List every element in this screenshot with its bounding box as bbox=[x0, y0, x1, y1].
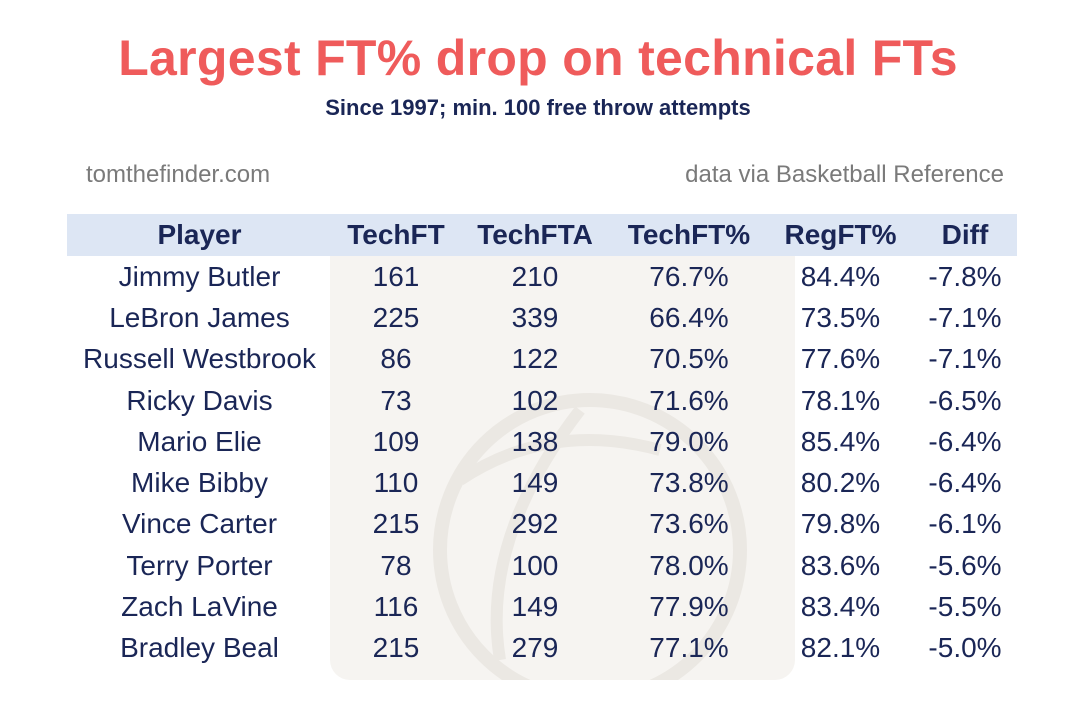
cell-diff: -6.4% bbox=[928, 425, 1002, 457]
cell-regft-pct: 83.4% bbox=[800, 591, 881, 623]
cell-techfta: 279 bbox=[511, 632, 559, 664]
table-row: Russell Westbrook 86 122 70.5% 77.6% -7.… bbox=[67, 339, 1017, 380]
source-text: data via Basketball Reference bbox=[685, 161, 1004, 188]
cell-player: Mike Bibby bbox=[131, 467, 268, 499]
cell-regft-pct: 79.8% bbox=[800, 508, 881, 540]
cell-regft-pct: 78.1% bbox=[800, 384, 881, 416]
header-techft: TechFT bbox=[332, 214, 460, 256]
cell-techft: 161 bbox=[372, 260, 420, 292]
cell-techft-pct: 73.6% bbox=[649, 508, 729, 540]
cell-player: Zach LaVine bbox=[121, 591, 278, 623]
cell-diff: -6.1% bbox=[928, 508, 1002, 540]
cell-techft: 116 bbox=[373, 591, 419, 623]
cell-player: Mario Elie bbox=[137, 425, 262, 457]
table-row: Vince Carter 215 292 73.6% 79.8% -6.1% bbox=[67, 504, 1017, 545]
cell-techfta: 102 bbox=[511, 384, 559, 416]
cell-regft-pct: 84.4% bbox=[800, 260, 881, 292]
cell-techfta: 292 bbox=[511, 508, 559, 540]
cell-techfta: 122 bbox=[511, 343, 559, 375]
cell-player: Vince Carter bbox=[121, 508, 278, 540]
table-row: LeBron James 225 339 66.4% 73.5% -7.1% bbox=[67, 297, 1017, 338]
cell-techft-pct: 76.7% bbox=[649, 260, 729, 292]
cell-techft: 86 bbox=[380, 343, 412, 375]
cell-player: Ricky Davis bbox=[126, 384, 273, 416]
cell-regft-pct: 83.6% bbox=[800, 549, 881, 581]
table-row: Bradley Beal 215 279 77.1% 82.1% -5.0% bbox=[67, 628, 1017, 669]
cell-techft: 73 bbox=[380, 384, 412, 416]
chart-subtitle: Since 1997; min. 100 free throw attempts bbox=[325, 95, 751, 120]
cell-regft-pct: 82.1% bbox=[800, 632, 881, 664]
cell-player: Jimmy Butler bbox=[118, 260, 281, 292]
table-header-row: Player TechFT TechFTA TechFT% RegFT% Dif… bbox=[67, 214, 1017, 256]
cell-player: Russell Westbrook bbox=[83, 343, 316, 375]
cell-techfta: 339 bbox=[511, 301, 559, 333]
table-row: Zach LaVine 116 149 77.9% 83.4% -5.5% bbox=[67, 586, 1017, 627]
credit-text: tomthefinder.com bbox=[86, 161, 271, 188]
header-techft-pct: TechFT% bbox=[610, 214, 768, 256]
cell-techfta: 149 bbox=[511, 467, 559, 499]
cell-player: Terry Porter bbox=[126, 549, 273, 581]
cell-diff: -7.1% bbox=[928, 343, 1002, 375]
cell-techfta: 210 bbox=[511, 260, 559, 292]
table-row: Mike Bibby 110 149 73.8% 80.2% -6.4% bbox=[67, 462, 1017, 503]
cell-techft: 109 bbox=[372, 425, 420, 457]
cell-techft-pct: 77.9% bbox=[649, 591, 729, 623]
cell-techft-pct: 70.5% bbox=[649, 343, 729, 375]
header-diff: Diff bbox=[913, 214, 1017, 256]
stats-table: Player TechFT TechFTA TechFT% RegFT% Dif… bbox=[67, 214, 1017, 669]
cell-techft: 225 bbox=[372, 301, 420, 333]
cell-player: Bradley Beal bbox=[120, 632, 279, 664]
cell-techfta: 149 bbox=[511, 591, 559, 623]
header-player: Player bbox=[67, 214, 332, 256]
table-row: Ricky Davis 73 102 71.6% 78.1% -6.5% bbox=[67, 380, 1017, 421]
table-row: Jimmy Butler 161 210 76.7% 84.4% -7.8% bbox=[67, 256, 1017, 297]
cell-techft-pct: 77.1% bbox=[649, 632, 729, 664]
cell-diff: -7.1% bbox=[928, 301, 1002, 333]
cell-techft-pct: 79.0% bbox=[649, 425, 729, 457]
cell-techft: 215 bbox=[372, 508, 420, 540]
cell-diff: -5.5% bbox=[928, 591, 1002, 623]
table-row: Terry Porter 78 100 78.0% 83.6% -5.6% bbox=[67, 545, 1017, 586]
cell-techfta: 100 bbox=[511, 549, 559, 581]
cell-techft: 78 bbox=[380, 549, 412, 581]
table-row: Mario Elie 109 138 79.0% 85.4% -6.4% bbox=[67, 421, 1017, 462]
header-regft-pct: RegFT% bbox=[768, 214, 913, 256]
cell-diff: -5.6% bbox=[928, 549, 1002, 581]
cell-techft: 215 bbox=[372, 632, 420, 664]
cell-techft-pct: 71.6% bbox=[649, 384, 729, 416]
chart-title: Largest FT% drop on technical FTs bbox=[118, 30, 958, 86]
cell-diff: -5.0% bbox=[928, 632, 1002, 664]
cell-techft-pct: 73.8% bbox=[649, 467, 729, 499]
cell-diff: -7.8% bbox=[928, 260, 1002, 292]
cell-regft-pct: 85.4% bbox=[800, 425, 881, 457]
cell-diff: -6.4% bbox=[928, 467, 1002, 499]
cell-regft-pct: 80.2% bbox=[800, 467, 881, 499]
cell-techft-pct: 78.0% bbox=[649, 549, 729, 581]
cell-player: LeBron James bbox=[109, 301, 290, 333]
cell-regft-pct: 73.5% bbox=[800, 301, 881, 333]
cell-techfta: 138 bbox=[511, 425, 559, 457]
cell-techft-pct: 66.4% bbox=[649, 301, 729, 333]
cell-techft: 110 bbox=[373, 467, 419, 499]
header-techfta: TechFTA bbox=[460, 214, 610, 256]
cell-diff: -6.5% bbox=[928, 384, 1002, 416]
cell-regft-pct: 77.6% bbox=[800, 343, 881, 375]
